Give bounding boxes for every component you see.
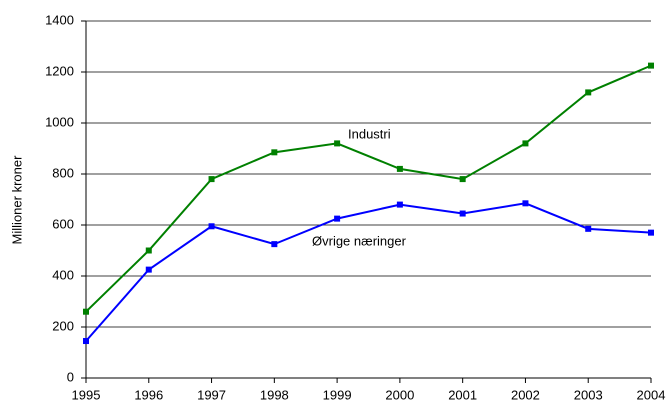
x-tick-label: 2003 — [574, 387, 603, 402]
y-axis-label: Millioner kroner — [9, 155, 24, 245]
point — [648, 229, 654, 236]
y-tick-label: 0 — [67, 369, 74, 384]
x-tick-label: 2001 — [448, 387, 477, 402]
point — [83, 338, 89, 345]
point — [334, 140, 341, 147]
point — [522, 200, 529, 207]
x-tick-label: 1995 — [72, 387, 101, 402]
point — [83, 308, 89, 315]
x-tick-label: 2000 — [385, 387, 414, 402]
point — [459, 210, 466, 217]
series-label: Øvrige næringer — [312, 233, 407, 248]
x-tick-label: 1998 — [260, 387, 289, 402]
point — [648, 62, 654, 69]
point — [208, 176, 215, 183]
point — [271, 149, 278, 156]
y-tick-label: 1400 — [45, 12, 74, 27]
x-tick-label: 1999 — [323, 387, 352, 402]
y-tick-label: 800 — [52, 165, 74, 180]
x-tick-label: 1997 — [197, 387, 226, 402]
y-tick-label: 400 — [52, 267, 74, 282]
x-tick-label: 2004 — [637, 387, 666, 402]
point — [396, 201, 403, 208]
x-tick-label: 2002 — [511, 387, 540, 402]
point — [522, 140, 529, 147]
series-line — [85, 202, 652, 342]
point — [334, 215, 341, 222]
point — [145, 247, 152, 254]
y-tick-label: 200 — [52, 318, 74, 333]
y-tick-label: 1200 — [45, 63, 74, 78]
y-tick-label: 600 — [52, 216, 74, 231]
point — [585, 89, 592, 96]
point — [145, 266, 152, 273]
point — [585, 225, 592, 232]
point — [208, 223, 215, 230]
series-label: Industri — [348, 126, 391, 141]
series-line — [85, 64, 652, 313]
point — [396, 165, 403, 172]
y-tick-label: 1000 — [45, 114, 74, 129]
point — [459, 176, 466, 183]
point — [271, 241, 278, 248]
x-tick-label: 1996 — [134, 387, 163, 402]
